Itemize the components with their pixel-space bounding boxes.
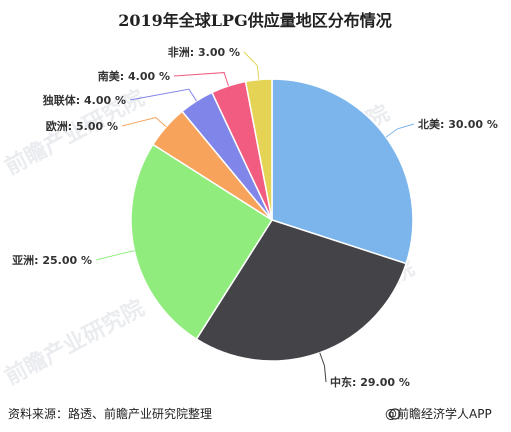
brand-logo-icon <box>389 408 401 420</box>
brand-badge: @前瞻经济学人APP <box>385 406 492 421</box>
pie-slice <box>130 143 274 341</box>
slice-label: 北美: 30.00 % <box>418 117 498 131</box>
slice-label: 南美: 4.00 % <box>98 69 170 83</box>
pie-slice <box>271 78 414 265</box>
leader-line <box>129 88 197 102</box>
slice-label: 独联体: 4.00 % <box>42 93 126 107</box>
leader-line <box>319 352 327 383</box>
pie-slice <box>195 219 408 362</box>
source-note: 资料来源：路透、前瞻产业研究院整理 <box>8 406 212 421</box>
pie-slices <box>130 78 414 362</box>
leader-lines <box>95 51 415 383</box>
leader-line <box>121 116 167 128</box>
slice-label: 欧洲: 5.00 % <box>46 119 118 133</box>
leader-line <box>385 123 415 138</box>
chart-title: 2019年全球LPG供应量地区分布情况 <box>118 11 391 30</box>
leader-line <box>243 51 260 80</box>
slice-label: 中东: 29.00 % <box>330 375 410 389</box>
leader-line <box>173 72 229 87</box>
slice-label: 非洲: 3.00 % <box>168 45 240 59</box>
watermark-text: 前瞻产业研究院 <box>1 295 149 390</box>
slice-labels: 北美: 30.00 % 中东: 29.00 % 亚洲: 25.00 % 欧洲: 5.0… <box>12 45 498 389</box>
brand-text: @前瞻经济学人APP <box>385 406 492 421</box>
leader-line <box>95 250 135 261</box>
slice-label: 亚洲: 25.00 % <box>12 254 92 267</box>
